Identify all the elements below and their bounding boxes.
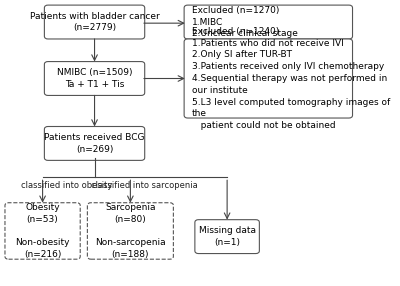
FancyBboxPatch shape: [184, 39, 352, 118]
Text: Patients received BCG
(n=269): Patients received BCG (n=269): [44, 133, 145, 154]
FancyBboxPatch shape: [87, 203, 173, 259]
Text: Sarcopenia
(n=80)

Non-sarcopenia
(n=188): Sarcopenia (n=80) Non-sarcopenia (n=188): [95, 203, 166, 259]
Text: classified into sarcopenia: classified into sarcopenia: [91, 181, 198, 190]
Text: NMIBC (n=1509)
Ta + T1 + Tis: NMIBC (n=1509) Ta + T1 + Tis: [57, 68, 132, 89]
Text: Excluded (n=1270)
1.MIBC
2.Unclear clinical stage: Excluded (n=1270) 1.MIBC 2.Unclear clini…: [192, 6, 298, 38]
Text: Obesity
(n=53)

Non-obesity
(n=216): Obesity (n=53) Non-obesity (n=216): [15, 203, 70, 259]
FancyBboxPatch shape: [44, 61, 145, 96]
FancyBboxPatch shape: [184, 5, 352, 39]
Text: Missing data
(n=1): Missing data (n=1): [199, 226, 256, 247]
FancyBboxPatch shape: [44, 5, 145, 39]
Text: classified into obesity: classified into obesity: [21, 181, 112, 190]
FancyBboxPatch shape: [5, 203, 80, 259]
Text: Patients with bladder cancer
(n=2779): Patients with bladder cancer (n=2779): [30, 12, 160, 32]
Text: Excluded (n=1240)
1.Patients who did not receive IVI
2.Only SI after TUR-BT
3.Pa: Excluded (n=1240) 1.Patients who did not…: [192, 27, 390, 130]
FancyBboxPatch shape: [195, 220, 259, 254]
FancyBboxPatch shape: [44, 126, 145, 160]
